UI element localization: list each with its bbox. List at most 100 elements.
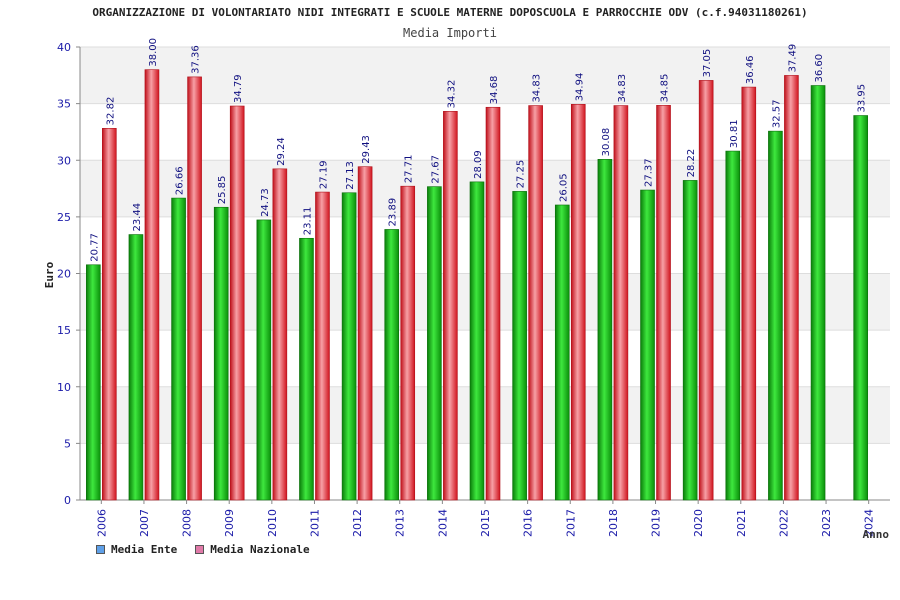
x-tick-label: 2012 (351, 509, 364, 537)
data-label: 34.79 (233, 74, 244, 103)
bar-media-nazionale (144, 69, 160, 501)
x-tick-label: 2009 (223, 509, 236, 537)
data-label: 34.32 (446, 80, 457, 109)
legend-label-nazionale: Media Nazionale (210, 543, 310, 556)
data-label: 37.05 (702, 49, 713, 78)
bar-media-nazionale (102, 128, 117, 501)
legend-swatch-nazionale (195, 545, 205, 554)
x-tick-label: 2011 (308, 509, 321, 537)
data-label: 38.00 (148, 38, 159, 67)
bar-media-ente (810, 85, 826, 501)
bar-media-ente (512, 191, 527, 501)
data-label: 27.71 (404, 155, 415, 184)
data-label: 29.24 (276, 137, 287, 166)
bar-media-nazionale (315, 191, 330, 501)
bar-media-ente (256, 219, 272, 501)
y-tick-label: 30 (57, 154, 71, 167)
data-label: 23.11 (302, 207, 313, 236)
x-tick-label: 2024 (863, 509, 876, 537)
bar-media-nazionale (613, 105, 629, 501)
bar-media-ente (469, 181, 485, 501)
bar-media-ente (171, 197, 186, 501)
data-label: 34.94 (574, 73, 585, 102)
data-label: 30.81 (729, 119, 740, 148)
bar-media-nazionale (485, 106, 501, 501)
x-tick-label: 2017 (564, 509, 577, 537)
y-tick-label: 25 (57, 211, 71, 224)
data-label: 28.22 (686, 149, 697, 178)
data-label: 37.36 (191, 45, 202, 74)
data-label: 26.66 (175, 166, 186, 195)
bar-media-nazionale (698, 80, 714, 501)
chart-subtitle: Media Importi (403, 26, 497, 40)
y-tick-label: 10 (57, 381, 71, 394)
y-tick-label: 5 (64, 437, 71, 450)
x-tick-label: 2013 (394, 509, 407, 537)
data-label: 29.43 (361, 135, 372, 164)
data-label: 27.25 (516, 160, 527, 189)
bar-media-nazionale (272, 168, 288, 501)
bar-media-nazionale (784, 75, 799, 501)
bar-media-ente (682, 180, 698, 501)
y-tick-label: 0 (64, 494, 71, 507)
data-label: 34.83 (617, 74, 628, 103)
data-label: 33.95 (857, 84, 868, 113)
data-label: 36.46 (745, 55, 756, 84)
data-label: 32.82 (105, 97, 116, 126)
x-tick-label: 2022 (777, 509, 790, 537)
bar-media-nazionale (656, 105, 671, 501)
data-label: 23.89 (388, 198, 399, 227)
x-tick-label: 2015 (479, 509, 492, 537)
bar-media-nazionale (357, 166, 373, 501)
y-tick-label: 15 (57, 324, 71, 337)
bar-media-ente (341, 192, 357, 501)
x-tick-label: 2007 (138, 509, 151, 537)
bar-media-nazionale (229, 105, 245, 501)
bar-media-nazionale (741, 86, 757, 501)
x-tick-label: 2010 (266, 509, 279, 537)
data-label: 27.37 (644, 158, 655, 187)
bar-media-nazionale (570, 104, 586, 501)
bar-media-nazionale (528, 105, 543, 501)
data-label: 34.83 (532, 74, 543, 103)
y-axis-label: Euro (43, 261, 56, 288)
bar-media-ente (554, 204, 570, 501)
data-label: 36.60 (814, 54, 825, 83)
x-tick-label: 2018 (607, 509, 620, 537)
bar-media-ente (128, 234, 144, 501)
legend-label-ente: Media Ente (111, 543, 178, 556)
bar-media-ente (86, 264, 101, 501)
y-tick-label: 40 (57, 41, 71, 54)
data-label: 34.68 (489, 76, 500, 105)
bar-media-nazionale (443, 111, 458, 501)
bar-media-ente (597, 159, 613, 501)
bar-media-ente (768, 130, 783, 501)
bar-media-ente (640, 189, 655, 501)
x-tick-label: 2008 (181, 509, 194, 537)
x-axis-label: Anno (863, 528, 890, 541)
x-tick-label: 2006 (95, 509, 108, 537)
y-tick-label: 20 (57, 268, 71, 281)
x-tick-label: 2016 (522, 509, 535, 537)
bar-media-ente (853, 115, 868, 501)
legend-item-media-nazionale: Media Nazionale (195, 543, 310, 556)
data-label: 34.85 (660, 74, 671, 103)
x-tick-label: 2014 (436, 509, 449, 537)
bars (86, 69, 868, 501)
x-tick-label: 2019 (650, 509, 663, 537)
data-label: 20.77 (89, 233, 100, 262)
data-label: 26.05 (558, 173, 569, 202)
chart-title: ORGANIZZAZIONE DI VOLONTARIATO NIDI INTE… (92, 6, 808, 19)
data-label: 24.73 (260, 188, 271, 217)
data-label: 30.08 (601, 128, 612, 157)
bar-media-nazionale (187, 76, 202, 501)
x-tick-label: 2023 (820, 509, 833, 537)
bar-media-ente (725, 150, 741, 501)
data-label: 37.49 (787, 44, 798, 73)
bar-media-ente (213, 206, 229, 501)
bar-media-ente (299, 237, 314, 501)
x-tick-label: 2020 (692, 509, 705, 537)
x-tick-label: 2021 (735, 509, 748, 537)
bar-media-nazionale (400, 185, 416, 501)
